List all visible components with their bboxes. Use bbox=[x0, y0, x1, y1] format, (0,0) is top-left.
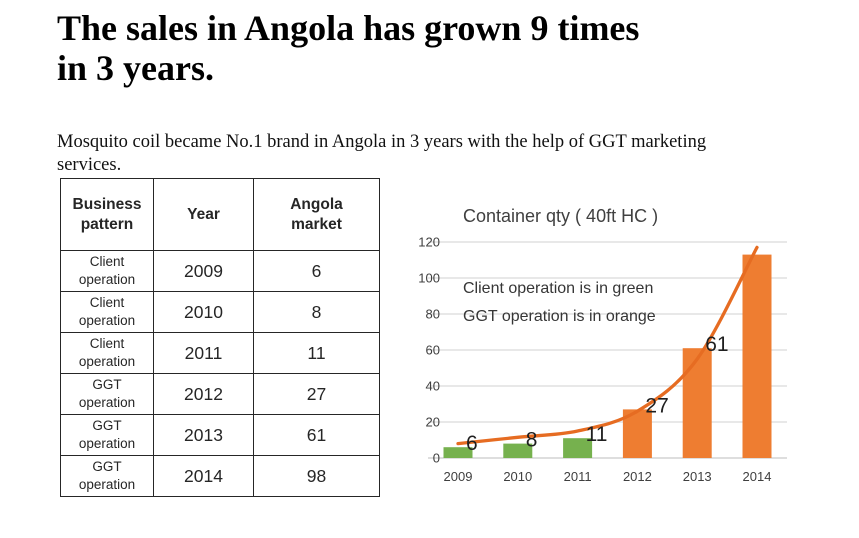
table-cell-market: 8 bbox=[253, 291, 380, 333]
table-cell-market: 61 bbox=[253, 414, 380, 456]
bar-data-label: 27 bbox=[645, 394, 668, 417]
angola-market-table: Business pattern Year Angola market Client… bbox=[60, 178, 380, 497]
table-row: Client operation 2009 6 bbox=[60, 250, 380, 292]
bar-2014 bbox=[742, 254, 772, 458]
table-row: Client operation 2011 11 bbox=[60, 332, 380, 374]
y-axis-tick-label: 0 bbox=[433, 451, 440, 466]
bar-data-label: 8 bbox=[526, 429, 538, 452]
x-axis-tick-label: 2010 bbox=[503, 469, 532, 484]
bar-2010 bbox=[503, 443, 533, 458]
table-header-cell-2: Angola market bbox=[253, 178, 380, 251]
table-header-cell-0: Business pattern bbox=[60, 178, 154, 251]
table-header: Business pattern Year Angola market bbox=[60, 178, 380, 251]
y-axis-tick-label: 60 bbox=[426, 343, 440, 358]
table-cell-market: 6 bbox=[253, 250, 380, 292]
container-qty-chart: 0 20 40 60 80 100 120 6 8 11 27 61 2009 2010 2011 2012 2… bbox=[405, 195, 859, 495]
bar-2009 bbox=[443, 447, 473, 458]
y-axis-tick-label: 20 bbox=[426, 415, 440, 430]
table-cell-market: 27 bbox=[253, 373, 380, 415]
slide-title: The sales in Angola has grown 9 times in… bbox=[57, 8, 639, 88]
table-row: GGT operation 2014 98 bbox=[60, 455, 380, 497]
bar-2013 bbox=[682, 348, 712, 458]
x-axis-tick-label: 2012 bbox=[623, 469, 652, 484]
table-cell-pattern: Client operation bbox=[60, 250, 154, 292]
table-cell-year: 2013 bbox=[153, 414, 254, 456]
table-cell-pattern: GGT operation bbox=[60, 414, 154, 456]
chart-annotation-line-2: GGT operation is in orange bbox=[463, 308, 656, 325]
y-axis-tick-label: 40 bbox=[426, 379, 440, 394]
bar-data-label: 11 bbox=[586, 423, 608, 446]
subtitle: Mosquito coil became No.1 brand in Angol… bbox=[57, 131, 706, 176]
table-cell-pattern: Client operation bbox=[60, 291, 154, 333]
chart-title: Container qty ( 40ft HC ) bbox=[463, 206, 658, 226]
table-body: Client operation 2009 6 Client operation 201… bbox=[60, 250, 380, 497]
y-axis-tick-label: 80 bbox=[426, 307, 440, 322]
x-axis-tick-label: 2014 bbox=[743, 469, 772, 484]
table-row: Client operation 2010 8 bbox=[60, 291, 380, 333]
trend-line bbox=[456, 245, 759, 446]
y-axis-tick-label: 120 bbox=[418, 235, 440, 250]
y-axis-tick-label: 100 bbox=[418, 271, 440, 286]
table-cell-pattern: GGT operation bbox=[60, 455, 154, 497]
x-axis-tick-label: 2013 bbox=[683, 469, 712, 484]
table-cell-year: 2011 bbox=[153, 332, 254, 374]
subtitle-line-1: Mosquito coil became No.1 brand in Angol… bbox=[57, 132, 707, 152]
x-axis-tick-label: 2011 bbox=[564, 469, 592, 484]
chart-svg: 0 20 40 60 80 100 120 6 8 11 27 61 2009 2010 2011 2012 2… bbox=[418, 206, 787, 484]
subtitle-line-2: services. bbox=[57, 154, 122, 175]
table-cell-pattern: Client operation bbox=[60, 332, 154, 374]
table-cell-year: 2014 bbox=[153, 455, 254, 497]
x-axis-tick-label: 2009 bbox=[444, 469, 473, 484]
slide-title-line-2: in 3 years. bbox=[57, 48, 214, 88]
table-header-row: Business pattern Year Angola market bbox=[60, 178, 380, 251]
table-cell-market: 11 bbox=[253, 332, 380, 374]
bar-data-label: 6 bbox=[466, 432, 478, 455]
table-cell-year: 2009 bbox=[153, 250, 254, 292]
slide-title-line-1: The sales in Angola has grown 9 times bbox=[57, 8, 640, 48]
bar-data-label: 61 bbox=[705, 333, 728, 356]
table-cell-year: 2012 bbox=[153, 373, 254, 415]
table-header-cell-1: Year bbox=[153, 178, 254, 251]
table-row: GGT operation 2013 61 bbox=[60, 414, 380, 456]
table-row: GGT operation 2012 27 bbox=[60, 373, 380, 415]
bar-2011 bbox=[563, 438, 593, 458]
table-cell-year: 2010 bbox=[153, 291, 254, 333]
table-cell-pattern: GGT operation bbox=[60, 373, 154, 415]
table-cell-market: 98 bbox=[253, 455, 380, 497]
chart-annotation-line-1: Client operation is in green bbox=[463, 280, 653, 297]
